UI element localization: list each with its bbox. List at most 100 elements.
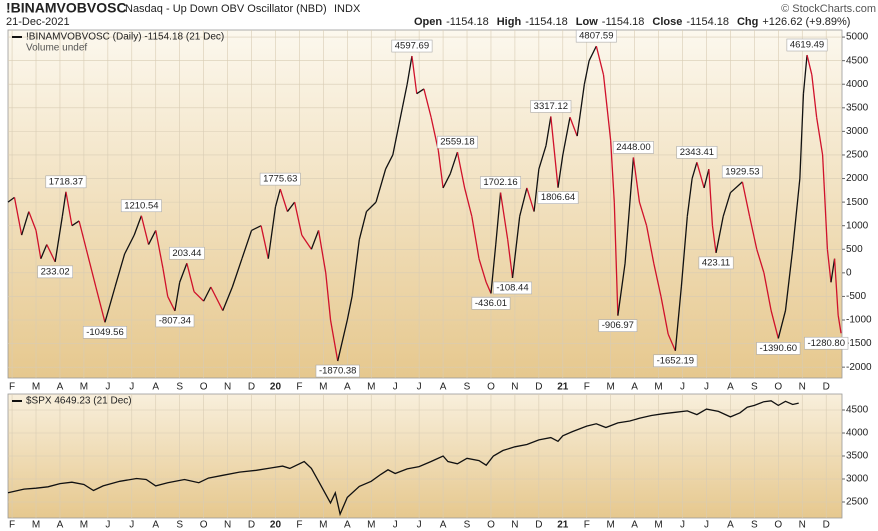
line-segment — [533, 169, 540, 212]
line-segment — [478, 258, 487, 283]
x-tick-label: M — [32, 520, 40, 531]
line-segment — [401, 84, 408, 108]
line-segment — [162, 268, 169, 297]
x-tick-label: J — [129, 382, 134, 393]
x-tick-label: F — [9, 382, 15, 393]
annotation-label: -1390.60 — [760, 343, 798, 354]
x-tick-label: J — [680, 520, 685, 531]
line-segment — [722, 192, 732, 217]
x-tick-label: J — [704, 520, 709, 531]
annotation: 233.02 — [37, 265, 74, 279]
line-segment — [456, 152, 466, 189]
stat-value: -1154.18 — [525, 16, 568, 28]
x-tick-label: O — [774, 382, 782, 393]
y-tick-label: 3500 — [846, 102, 869, 113]
line-segment — [653, 263, 662, 297]
annotation-label: -108.44 — [496, 282, 528, 293]
x-tick-label: M — [607, 382, 615, 393]
annotation-label: 4807.59 — [579, 31, 613, 42]
x-tick-label: A — [440, 382, 447, 393]
line-segment — [411, 55, 418, 94]
annotation: -436.01 — [471, 297, 511, 310]
line-segment — [806, 54, 813, 75]
annotation: -1280.80 — [804, 336, 849, 350]
line-segment — [186, 263, 195, 292]
exchange: INDX — [334, 3, 361, 15]
y-tick-label: 3500 — [846, 451, 869, 462]
annotation-label: 4619.49 — [790, 40, 824, 51]
line-segment — [337, 319, 348, 362]
x-tick-label: 20 — [270, 382, 282, 393]
x-tick-label: F — [584, 520, 590, 531]
line-segment — [174, 282, 181, 312]
annotation-box — [391, 39, 433, 53]
line-segment — [777, 310, 787, 339]
annotation-label: -1049.56 — [86, 327, 124, 338]
annotation-box — [315, 364, 360, 378]
x-tick-label: A — [440, 520, 447, 531]
line-segment — [133, 215, 142, 236]
stat-value: +126.62 (+9.89%) — [762, 16, 850, 28]
annotation-label: 3317.12 — [534, 101, 568, 112]
x-tick-label: J — [393, 520, 398, 531]
line-segment — [54, 216, 63, 262]
annotation: 1929.53 — [721, 165, 763, 179]
y-tick-label: 4500 — [846, 55, 869, 66]
x-tick-label: S — [464, 520, 471, 531]
annotation: 2343.41 — [676, 146, 718, 159]
annotation: 1210.54 — [120, 199, 162, 213]
annotation-box — [721, 165, 763, 179]
x-tick-label: A — [344, 382, 351, 393]
x-tick-label: J — [680, 382, 685, 393]
line-segment — [416, 88, 425, 95]
line-segment — [691, 162, 698, 179]
y-tick-label: 4000 — [846, 428, 869, 439]
legend-label: $SPX 4649.23 (21 Dec) — [26, 396, 132, 407]
line-segment — [114, 253, 126, 288]
annotation-box — [530, 100, 572, 113]
line-segment — [193, 291, 205, 302]
line-segment — [715, 216, 724, 254]
line-segment — [279, 188, 289, 212]
y-tick-label: -1500 — [846, 338, 872, 349]
line-segment — [490, 244, 497, 294]
annotation-box — [480, 176, 522, 189]
annotation-box — [756, 342, 801, 355]
x-tick-label: D — [248, 520, 255, 531]
annotation-label: -906.97 — [602, 320, 634, 331]
x-tick-label: N — [511, 520, 518, 531]
x-tick-label: O — [774, 520, 782, 531]
line-segment — [61, 191, 67, 217]
stat-label: Close — [652, 16, 682, 28]
line-segment — [293, 201, 303, 236]
line-segment — [729, 181, 743, 194]
line-segment — [613, 202, 619, 316]
y-tick-label: 3000 — [846, 126, 869, 137]
y-tick-label: 0 — [846, 267, 852, 278]
y-tick-label: -2000 — [846, 362, 872, 373]
y-tick-label: 2500 — [846, 497, 869, 508]
line-segment — [499, 192, 509, 240]
line-segment — [286, 201, 296, 212]
line-segment — [711, 225, 717, 253]
y-tick-label: -500 — [846, 291, 866, 302]
line-segment — [179, 263, 188, 283]
line-segment — [519, 187, 528, 217]
annotation: -108.44 — [493, 281, 532, 295]
x-tick-label: A — [152, 382, 159, 393]
line-segment — [595, 45, 605, 75]
annotation-label: 1775.63 — [263, 174, 297, 185]
line-segment — [583, 60, 590, 85]
x-tick-label: M — [319, 382, 327, 393]
annotation: 203.44 — [169, 246, 205, 260]
x-tick-label: J — [417, 382, 422, 393]
annotation: 4807.59 — [575, 29, 617, 43]
legend-label: !BINAMVOBVOSC (Daily) -1154.18 (21 Dec) — [26, 32, 224, 43]
line-segment — [325, 272, 332, 321]
line-segment — [423, 88, 432, 118]
annotation-box — [612, 141, 654, 154]
line-segment — [784, 249, 794, 311]
annotation-box — [259, 172, 301, 186]
y-tick-label: 4000 — [846, 79, 869, 90]
x-tick-label: 21 — [557, 382, 569, 393]
